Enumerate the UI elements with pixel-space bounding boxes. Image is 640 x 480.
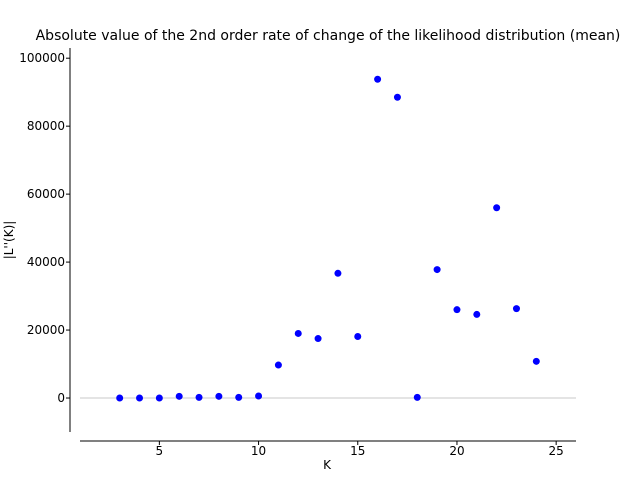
data-point [393,93,401,101]
y-tick-label: 60000 [27,187,65,201]
data-point [175,392,183,400]
data-point [255,392,263,400]
data-point [493,204,501,212]
x-tick-label: 20 [449,444,464,458]
data-point [532,357,540,365]
data-point [413,393,421,401]
data-point [354,333,362,341]
y-tick-label: 80000 [27,119,65,133]
data-point [136,394,144,402]
data-point [116,394,124,402]
ticks-layer: 5 10 15 20 25 0 20000 40000 60000 80000 100000 [19,51,564,458]
data-point [294,329,302,337]
y-tick-label: 40000 [27,255,65,269]
data-point [473,310,481,318]
y-tick-label: 100000 [19,51,65,65]
y-tick-label: 0 [57,391,65,405]
data-point [195,393,203,401]
y-axis-label: |L''(K)| [2,221,16,260]
data-point [374,75,382,83]
x-axis-label: K [323,458,332,472]
data-point [235,393,243,401]
y-tick-label: 20000 [27,323,65,337]
data-point [334,269,342,277]
x-tick-label: 5 [156,444,164,458]
data-point [314,335,322,343]
chart-title: Absolute value of the 2nd order rate of … [36,28,621,44]
data-point [215,392,223,400]
data-point [453,306,461,314]
x-tick-label: 15 [350,444,365,458]
x-tick-label: 25 [549,444,564,458]
data-point [433,266,441,274]
data-point [274,361,282,369]
axes-layer [69,48,576,442]
data-point [155,394,163,402]
x-tick-label: 10 [251,444,266,458]
points-layer [116,75,540,402]
data-point [512,305,520,313]
